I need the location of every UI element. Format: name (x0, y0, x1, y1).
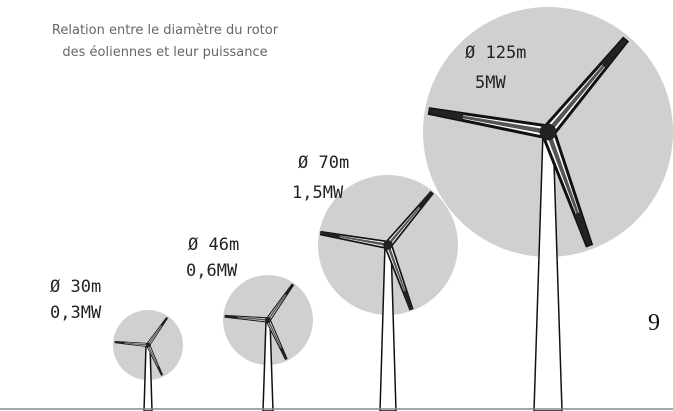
power-label: 0,3MW (50, 303, 102, 323)
power-label: 0,6MW (186, 261, 238, 281)
page: Relation entre le diamètre du rotor des … (0, 0, 673, 411)
diameter-label: Ø 125m (465, 43, 526, 63)
power-label: 5MW (475, 73, 506, 93)
diameter-label: Ø 46m (188, 235, 239, 255)
diameter-label: Ø 30m (50, 277, 101, 297)
diameter-label: Ø 70m (298, 153, 349, 173)
title-line: des éoliennes et leur puissance (62, 45, 267, 60)
page-number: 9 (648, 310, 660, 336)
illustration: Relation entre le diamètre du rotor des … (0, 0, 673, 411)
title-line: Relation entre le diamètre du rotor (52, 23, 279, 38)
power-label: 1,5MW (292, 183, 344, 203)
